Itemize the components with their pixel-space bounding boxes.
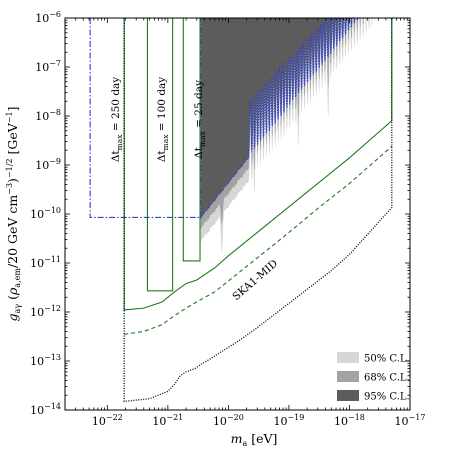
y-tick-label: 10−6 (35, 10, 61, 25)
x-tick-label: 10−20 (213, 413, 244, 428)
y-axis-label: gaγ (ρa,em/20 GeV cm−3)−1/2 [GeV−1] (5, 107, 22, 322)
y-tick-label: 10−9 (35, 157, 61, 172)
y-tick-label: 10−11 (30, 255, 61, 270)
x-tick-label: 10−21 (152, 413, 183, 428)
legend-label-1: 68% C.L. (364, 373, 410, 384)
y-tick-label: 10−7 (35, 59, 61, 74)
y-tick-label: 10−8 (35, 108, 61, 123)
y-tick-label: 10−12 (30, 304, 61, 319)
x-axis-label: ma [eV] (231, 431, 278, 448)
annotation-dtmax-2: Δtmax = 25 day (193, 80, 207, 159)
series-line-1 (146, 18, 174, 292)
x-tick-label: 10−17 (395, 413, 426, 428)
series-line-0 (89, 18, 202, 219)
series-line-5 (123, 18, 393, 403)
series-line-4 (124, 145, 393, 335)
legend-label-2: 95% C.L. (364, 392, 410, 403)
legend-swatch-1 (337, 371, 359, 382)
confidence-bands (200, 18, 410, 254)
band-95-edge-line (200, 18, 359, 219)
y-tick-label: 10−10 (30, 206, 61, 221)
y-tick-label: 10−14 (30, 402, 61, 417)
series-layer (89, 18, 393, 403)
axis-ticks: 10−22 10−21 10−20 10−19 10−18 10−17 10−14 10−13… (30, 10, 425, 428)
legend: 50% C.L. 68% C.L. 95% C.L. (337, 352, 410, 403)
annotation-ska1-mid: SKA1-MID (230, 257, 280, 303)
series-line-2 (182, 18, 201, 262)
annotation-dtmax-1: Δtmax = 100 day (156, 77, 170, 162)
band-95 (200, 18, 410, 219)
y-tick-label: 10−13 (30, 353, 61, 368)
series-line-3 (123, 18, 393, 311)
svg-text:gaγ (ρa,em/20 GeV cm−3)−1/2 [G: gaγ (ρa,em/20 GeV cm−3)−1/2 [GeV−1] (5, 107, 22, 322)
x-tick-label: 10−22 (92, 413, 123, 428)
legend-swatch-0 (337, 352, 359, 363)
x-tick-label: 10−18 (334, 413, 365, 428)
legend-label-0: 50% C.L. (364, 354, 410, 365)
annotation-dtmax-0: Δtmax = 250 day (110, 77, 124, 162)
legend-swatch-2 (337, 390, 359, 401)
x-tick-label: 10−19 (273, 413, 304, 428)
